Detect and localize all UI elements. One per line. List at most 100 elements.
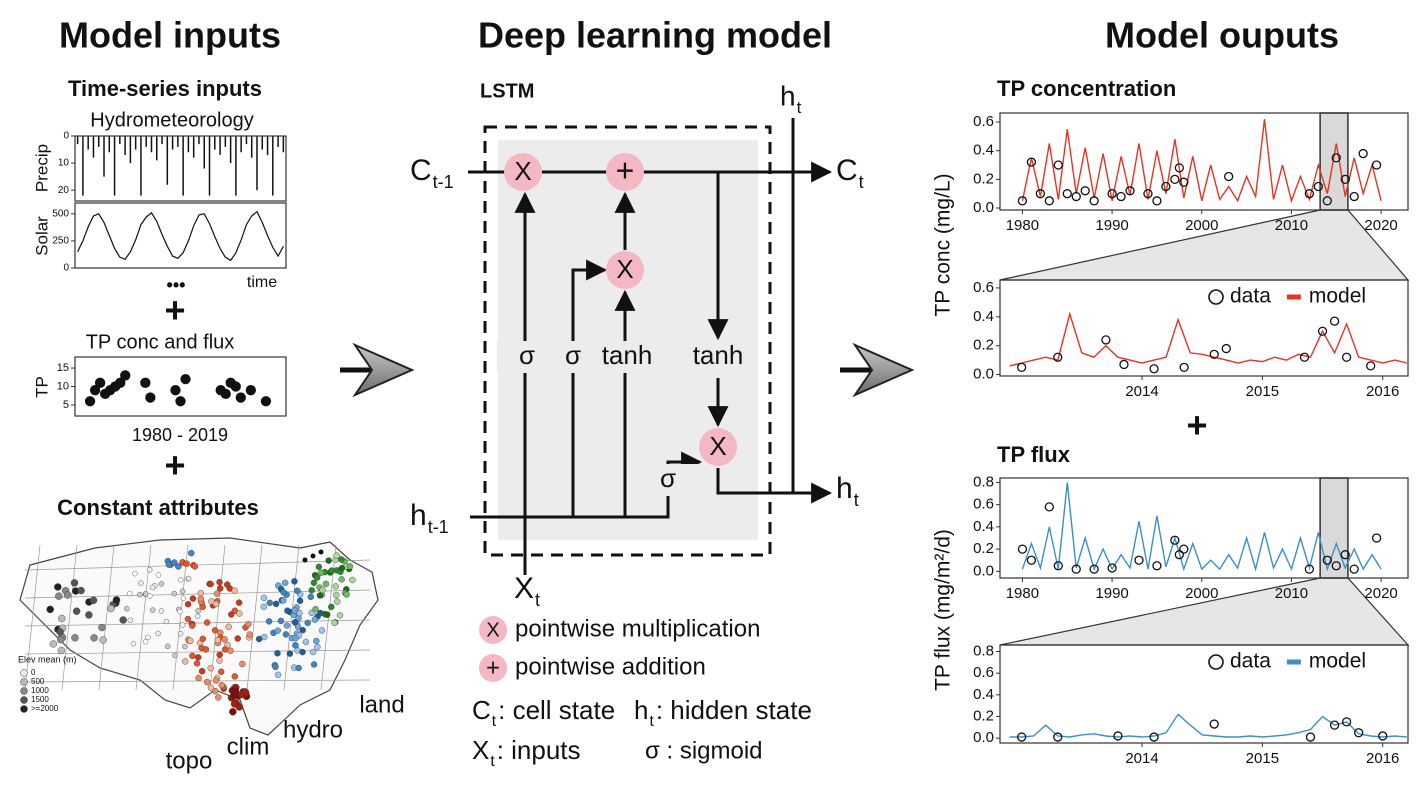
site-dot xyxy=(207,664,214,672)
legend-sigmoid: σ : sigmoid xyxy=(645,737,763,764)
site-dot xyxy=(213,590,221,597)
site-dot xyxy=(175,563,182,570)
site-dot xyxy=(138,580,144,586)
legend-marker xyxy=(1208,289,1224,305)
site-dot xyxy=(343,591,350,598)
site-dot xyxy=(195,608,201,614)
site-dot xyxy=(328,567,335,574)
gate-label: σ xyxy=(565,340,581,370)
plus-sign: + xyxy=(164,445,185,486)
plot-frame xyxy=(999,477,1409,579)
y-axis-label: TP conc (mg/L) xyxy=(932,173,955,316)
section-title: Model inputs xyxy=(59,15,281,56)
y-axis-label: Precip xyxy=(32,144,51,192)
site-dot xyxy=(310,579,318,586)
site-dot xyxy=(163,618,170,625)
site-dot xyxy=(311,616,319,623)
legend-label: data xyxy=(1230,285,1271,308)
site-dot xyxy=(145,634,151,641)
site-dot xyxy=(230,700,239,708)
map-label: topo xyxy=(166,747,213,774)
site-dot xyxy=(283,622,291,629)
x-tick-label: 1990 xyxy=(1095,217,1128,234)
site-dot xyxy=(221,636,228,643)
site-dot xyxy=(124,606,130,612)
site-dot xyxy=(294,623,302,630)
data-point xyxy=(1017,732,1027,742)
y-tick-label: 10 xyxy=(58,158,70,169)
site-dot xyxy=(292,634,299,642)
legend-marker xyxy=(1286,294,1301,300)
transition-arrow xyxy=(340,342,415,398)
operation-symbol: + xyxy=(616,152,635,188)
site-dot xyxy=(158,581,165,587)
site-dot xyxy=(239,660,246,668)
plus-sign: + xyxy=(164,290,185,331)
lstm-h-top-sub: t xyxy=(797,98,802,117)
site-dot xyxy=(155,572,162,578)
site-dot xyxy=(195,674,202,682)
data-point xyxy=(1174,550,1184,560)
site-dot xyxy=(199,635,206,643)
site-dot xyxy=(224,581,231,588)
lstm-h-next-sub: t xyxy=(854,490,859,510)
data-dot xyxy=(94,377,106,388)
operation-circle xyxy=(479,616,507,644)
lstm-title: LSTM xyxy=(480,80,534,102)
site-dot xyxy=(321,610,329,618)
data-dot xyxy=(84,396,96,407)
data-point xyxy=(1152,561,1162,571)
x-tick-label: 2015 xyxy=(1246,383,1279,400)
gate-background xyxy=(688,341,748,373)
x-axis-label: 1980 - 2019 xyxy=(132,425,228,445)
site-dot xyxy=(203,619,211,626)
site-dot xyxy=(284,607,291,614)
y-tick-label: 0.6 xyxy=(973,113,994,130)
site-dot xyxy=(184,601,192,608)
lstm-x-in: X xyxy=(514,572,534,605)
site-dot xyxy=(230,692,238,700)
data-point xyxy=(1299,352,1310,362)
site-dot xyxy=(318,627,326,634)
operation-symbol: X xyxy=(514,156,531,186)
legend-hidden-sub: t xyxy=(649,713,654,730)
x-tick-label: 2016 xyxy=(1366,750,1399,767)
data-dot xyxy=(89,385,101,396)
x-tick-label: 2010 xyxy=(1275,585,1308,602)
legend-text: pointwise addition xyxy=(515,653,706,680)
operation-circle xyxy=(699,428,737,466)
site-dot xyxy=(331,619,338,627)
data-point xyxy=(1305,732,1316,742)
data-point xyxy=(1179,177,1189,187)
site-dot xyxy=(194,613,201,619)
data-point xyxy=(1304,189,1315,199)
map-legend-label: 500 xyxy=(31,677,45,686)
chart-title: Hydrometeorology xyxy=(90,109,253,131)
lstm-h-top: h xyxy=(780,80,796,111)
data-point xyxy=(1107,563,1117,573)
map-legend-label: 1000 xyxy=(31,686,49,695)
data-point xyxy=(1149,364,1159,374)
map-legend-label: >=2000 xyxy=(31,704,59,713)
plot-frame xyxy=(74,135,287,202)
data-point xyxy=(1119,359,1129,370)
site-dot xyxy=(198,668,206,675)
plot-frame xyxy=(999,279,1409,377)
site-dot xyxy=(325,557,332,564)
data-point xyxy=(1179,362,1189,372)
lstm-c-prev: C xyxy=(410,154,432,187)
plot-frame xyxy=(74,356,287,417)
map-legend-marker xyxy=(20,705,28,713)
plot-frame xyxy=(74,202,287,269)
data-point xyxy=(1329,316,1340,326)
data-point xyxy=(1378,731,1388,741)
lstm-h-next: h xyxy=(836,472,853,505)
lstm-x-in-sub: t xyxy=(535,590,540,610)
map-label: land xyxy=(359,691,404,718)
site-dot xyxy=(302,638,310,646)
site-dot xyxy=(216,578,223,586)
site-dot xyxy=(189,622,196,629)
legend-inputs-text: : inputs xyxy=(497,735,581,765)
